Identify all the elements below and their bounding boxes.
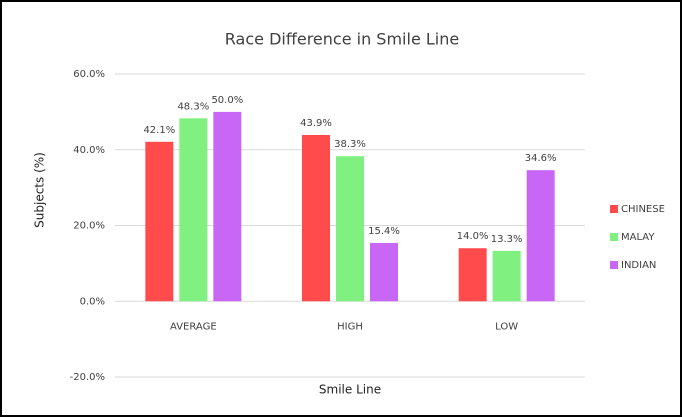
y-tick-label: 20.0% — [73, 221, 105, 232]
data-label: 14.0% — [457, 231, 489, 242]
data-label: 48.3% — [177, 101, 209, 112]
legend-swatch — [610, 233, 618, 241]
bar — [213, 111, 242, 302]
y-tick-label: -20.0% — [70, 372, 105, 383]
bar — [370, 242, 398, 302]
x-axis-title: Smile Line — [319, 383, 381, 397]
bar — [145, 141, 174, 302]
bar — [302, 134, 330, 302]
x-tick-label: LOW — [495, 321, 518, 332]
y-tick-label: 0.0% — [80, 296, 105, 307]
bar — [336, 156, 364, 302]
legend-label: MALAY — [621, 232, 655, 243]
bar — [458, 248, 487, 302]
legend-label: INDIAN — [621, 260, 656, 271]
bar — [526, 170, 555, 302]
y-tick-label: 40.0% — [73, 145, 105, 156]
legend-label: CHINESE — [621, 204, 665, 215]
y-tick-label: 60.0% — [73, 69, 105, 80]
data-label: 50.0% — [211, 95, 243, 106]
legend-swatch — [610, 205, 618, 213]
data-label: 34.6% — [525, 153, 557, 164]
data-label: 13.3% — [491, 234, 523, 245]
chart-title: Race Difference in Smile Line — [225, 30, 459, 49]
y-axis-title: Subjects (%) — [33, 152, 47, 228]
data-label: 43.9% — [300, 118, 332, 129]
x-tick-label: HIGH — [337, 321, 363, 332]
x-tick-label: AVERAGE — [170, 321, 217, 332]
data-label: 42.1% — [143, 125, 175, 136]
bar — [492, 250, 521, 302]
bar — [179, 118, 208, 302]
legend-swatch — [610, 261, 618, 269]
data-label: 15.4% — [368, 226, 400, 237]
data-label: 38.3% — [334, 139, 366, 150]
